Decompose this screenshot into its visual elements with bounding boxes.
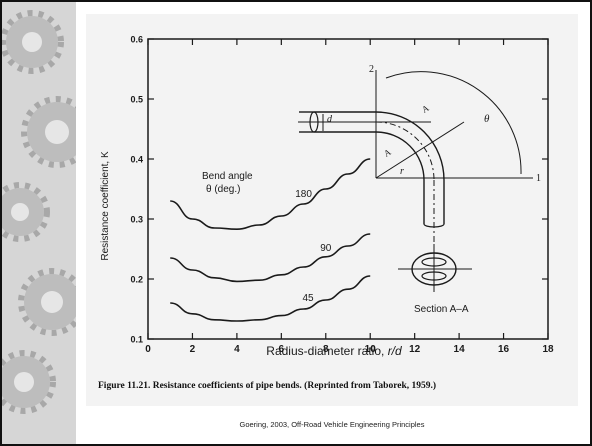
pipe-bend-inset [298, 70, 533, 292]
inset-label-one: 1 [536, 173, 541, 184]
y-tick-label: 0.2 [130, 275, 143, 285]
inset-label-a-lower: A [382, 147, 393, 159]
x-tick-label: 18 [542, 344, 554, 355]
series-lines: 180 90 45 [170, 158, 371, 322]
x-axis-label-symbol: r/d [388, 344, 402, 358]
x-tick-label: 2 [190, 344, 196, 355]
x-tick-label: 10 [365, 344, 377, 355]
x-tick-label: 12 [409, 344, 421, 355]
y-tick-labels: 0.1 0.2 0.3 0.4 0.5 0.6 [130, 35, 143, 345]
chart-axes [147, 38, 549, 340]
gear-decoration-band [2, 2, 76, 444]
x-tick-label: 16 [498, 344, 510, 355]
y-tick-label: 0.4 [130, 155, 143, 165]
x-tick-label: 4 [234, 344, 240, 355]
series-line-180 [170, 158, 371, 231]
x-tick-labels: 0 2 4 6 8 10 12 14 16 18 [145, 344, 554, 355]
x-axis-label-text: Radius-diameter ratio, [266, 344, 387, 358]
y-tick-label: 0.6 [130, 35, 143, 45]
y-tick-label: 0.5 [130, 95, 143, 105]
series-label-90: 90 [320, 243, 332, 254]
x-tick-label: 8 [323, 344, 329, 355]
inset-label-theta: θ [484, 113, 490, 125]
y-tick-label: 0.3 [130, 215, 143, 225]
inset-label-d: d [327, 114, 333, 125]
series-label-45: 45 [302, 293, 314, 304]
inset-label-two: 2 [369, 64, 374, 75]
legend: Bend angle θ (deg.) [202, 171, 253, 195]
inset-label-a-upper: A [420, 103, 431, 115]
gear-pattern-icon [2, 10, 76, 414]
inset-labels: 2 1 d r θ A A Section A–A [327, 64, 541, 315]
legend-title-line1: Bend angle [202, 171, 253, 182]
plot-frame [147, 38, 549, 340]
x-tick-label: 0 [145, 344, 151, 355]
y-axis-label: Resistance coefficient, K [100, 151, 111, 261]
x-tick-label: 6 [279, 344, 285, 355]
legend-title-line2: θ (deg.) [206, 184, 240, 195]
figure-caption: Figure 11.21. Resistance coefficients of… [98, 381, 437, 391]
x-axis-label: Radius-diameter ratio, r/d [266, 344, 402, 358]
figure-chart: 0 2 4 6 8 10 12 14 16 18 0.1 0.2 0.3 0.4 0.5 0.6 Radiu… [86, 14, 578, 406]
citation-footer: Goering, 2003, Off-Road Vehicle Engineer… [239, 420, 425, 429]
inset-label-r: r [400, 166, 404, 177]
series-line-45 [170, 275, 371, 322]
x-tick-label: 14 [454, 344, 466, 355]
series-label-180: 180 [295, 189, 312, 200]
y-tick-label: 0.1 [130, 335, 143, 345]
series-line-90 [170, 233, 371, 283]
inset-section-label: Section A–A [414, 304, 469, 315]
resistance-chart: 0 2 4 6 8 10 12 14 16 18 0.10.20.30.40.50.6 Radiu… [100, 35, 554, 359]
